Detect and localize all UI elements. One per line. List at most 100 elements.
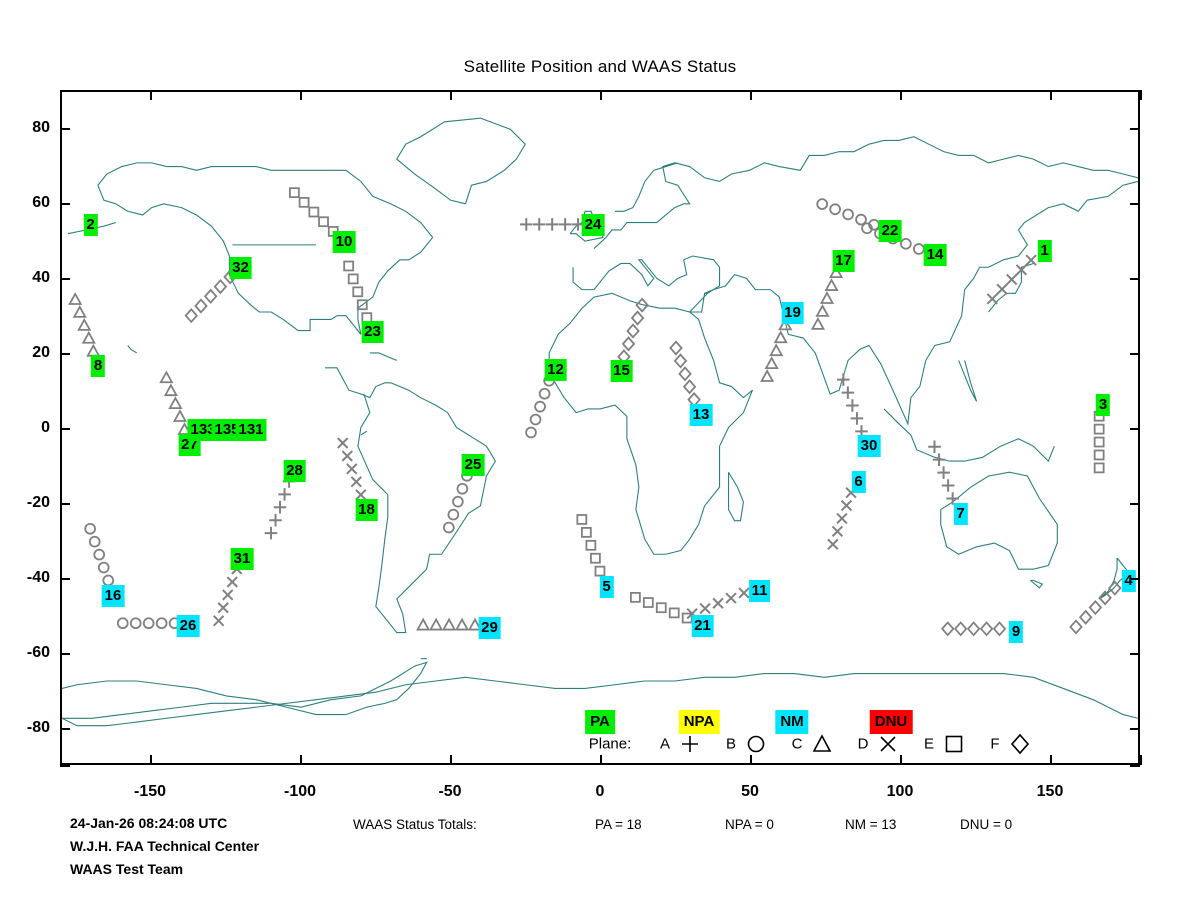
satellite-label-135[interactable]: 135 bbox=[211, 418, 243, 441]
satellite-label-19[interactable]: 19 bbox=[781, 302, 804, 325]
y-tick bbox=[60, 352, 70, 355]
y-tick-label: 80 bbox=[32, 118, 50, 136]
plane-legend-letter-c: C bbox=[791, 735, 803, 753]
satellite-label-18[interactable]: 18 bbox=[355, 499, 378, 522]
legend-square-icon bbox=[943, 733, 965, 755]
x-tick-top bbox=[150, 90, 152, 100]
x-tick-top bbox=[750, 90, 752, 100]
coastline-path bbox=[369, 352, 397, 361]
satellite-label-8[interactable]: 8 bbox=[90, 354, 106, 377]
y-tick bbox=[60, 427, 70, 430]
satellite-label-23[interactable]: 23 bbox=[361, 321, 384, 343]
satellite-markers-layer: 2 10 32 8 27 133 135 131 28 18 23 25 31 16 26 29 24 12 15 1… bbox=[62, 92, 1138, 763]
satellite-label-21[interactable]: 21 bbox=[691, 615, 714, 638]
plane-legend-label: Plane: bbox=[588, 735, 632, 753]
footer-org-line2: WAAS Test Team bbox=[70, 861, 184, 877]
satellite-label-7[interactable]: 7 bbox=[953, 502, 968, 525]
legend-status-npa: NPA bbox=[678, 709, 720, 734]
satellite-label-16[interactable]: 16 bbox=[101, 585, 125, 608]
satellite-label-12[interactable]: 12 bbox=[544, 358, 567, 381]
x-tick bbox=[300, 755, 302, 765]
satellite-label-24[interactable]: 24 bbox=[581, 214, 605, 237]
coastline-path bbox=[396, 117, 526, 205]
satellite-label-22[interactable]: 22 bbox=[878, 219, 902, 242]
x-tick bbox=[1050, 755, 1052, 765]
x-tick-label: -100 bbox=[283, 783, 317, 800]
satellite-label-133[interactable]: 133 bbox=[187, 418, 219, 441]
satellite-label-13[interactable]: 13 bbox=[689, 403, 713, 426]
legend-plus-icon bbox=[679, 733, 701, 755]
coastline-path bbox=[325, 367, 391, 399]
legend-cross-icon bbox=[877, 733, 899, 755]
plane-legend-letter-f: F bbox=[990, 735, 1000, 753]
satellite-label-15[interactable]: 15 bbox=[610, 360, 633, 383]
satellite-label-26[interactable]: 26 bbox=[176, 615, 200, 638]
satellite-label-31[interactable]: 31 bbox=[230, 547, 254, 570]
plane-legend-letter-e: E bbox=[923, 735, 935, 753]
satellite-label-32[interactable]: 32 bbox=[229, 257, 252, 280]
x-tick-top bbox=[900, 90, 902, 100]
y-tick-right bbox=[1130, 127, 1140, 130]
y-tick-right bbox=[1130, 727, 1140, 730]
y-tick-label: 60 bbox=[32, 193, 50, 211]
satellite-label-3[interactable]: 3 bbox=[1095, 394, 1111, 417]
y-tick bbox=[60, 502, 70, 505]
y-tick bbox=[60, 727, 70, 730]
coastline-path bbox=[614, 162, 678, 212]
y-tick-right bbox=[1130, 652, 1140, 655]
satellite-label-6[interactable]: 6 bbox=[851, 471, 866, 493]
plane-legend-letter-b: B bbox=[725, 735, 737, 753]
coastline-path bbox=[548, 292, 753, 555]
satellite-label-1[interactable]: 1 bbox=[1037, 240, 1052, 263]
x-tick bbox=[600, 755, 602, 765]
y-tick-label: 40 bbox=[32, 268, 50, 286]
satellite-label-5[interactable]: 5 bbox=[599, 576, 614, 598]
y-tick-label: -20 bbox=[26, 493, 50, 511]
satellite-label-28[interactable]: 28 bbox=[283, 459, 306, 482]
y-tick-label: -80 bbox=[26, 718, 50, 736]
legend-circle-icon bbox=[745, 733, 767, 755]
satellite-label-29[interactable]: 29 bbox=[478, 617, 501, 640]
x-tick-top bbox=[300, 90, 302, 100]
y-tick-label: 20 bbox=[32, 343, 50, 361]
y-tick-right bbox=[1130, 90, 1140, 92]
y-tick-right bbox=[1130, 577, 1140, 580]
y-tick-right bbox=[1130, 277, 1140, 280]
y-tick bbox=[60, 90, 70, 92]
y-tick-label: 0 bbox=[41, 418, 50, 436]
footer-timestamp: 24-Jan-26 08:24:08 UTC bbox=[70, 815, 228, 831]
x-tick-top bbox=[450, 90, 452, 100]
x-tick-label: -150 bbox=[133, 783, 167, 800]
legend-status-pa: PA bbox=[585, 709, 615, 734]
satellite-label-14[interactable]: 14 bbox=[923, 244, 947, 267]
coastline-path bbox=[883, 408, 1055, 463]
y-tick-right bbox=[1130, 765, 1140, 767]
satellite-label-4[interactable]: 4 bbox=[1121, 570, 1136, 593]
satellite-label-131[interactable]: 131 bbox=[235, 418, 267, 441]
map-plot-area: 2 10 32 8 27 133 135 131 28 18 23 25 31 16 26 29 24 12 15 1… bbox=[60, 90, 1140, 765]
legend-status-nm: NM bbox=[775, 709, 809, 734]
satellite-label-9[interactable]: 9 bbox=[1008, 621, 1024, 643]
y-tick bbox=[60, 652, 70, 655]
satellite-label-17[interactable]: 17 bbox=[832, 249, 855, 272]
x-tick bbox=[60, 755, 62, 765]
satellite-label-30[interactable]: 30 bbox=[857, 435, 881, 458]
x-tick bbox=[1140, 755, 1142, 765]
x-tick bbox=[900, 755, 902, 765]
x-tick-top bbox=[600, 90, 602, 100]
y-tick-right bbox=[1130, 202, 1140, 205]
x-tick-label: 50 bbox=[741, 783, 759, 800]
y-tick-right bbox=[1130, 502, 1140, 505]
page-title: Satellite Position and WAAS Status bbox=[463, 57, 737, 76]
satellite-label-10[interactable]: 10 bbox=[332, 231, 356, 253]
x-tick bbox=[750, 755, 752, 765]
satellite-label-11[interactable]: 11 bbox=[748, 579, 771, 602]
x-tick-top bbox=[1140, 90, 1142, 100]
coastline-path bbox=[97, 162, 434, 335]
y-tick-label: -60 bbox=[26, 643, 50, 661]
satellite-label-25[interactable]: 25 bbox=[461, 454, 485, 477]
plane-legend-letter-d: D bbox=[857, 735, 869, 753]
legend-diamond-icon bbox=[1009, 733, 1031, 755]
satellite-label-2[interactable]: 2 bbox=[83, 214, 98, 237]
y-tick bbox=[60, 765, 70, 767]
